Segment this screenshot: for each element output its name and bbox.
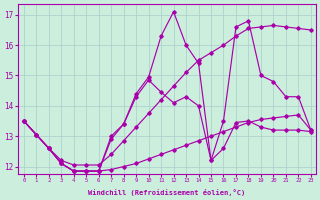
X-axis label: Windchill (Refroidissement éolien,°C): Windchill (Refroidissement éolien,°C) xyxy=(88,189,245,196)
